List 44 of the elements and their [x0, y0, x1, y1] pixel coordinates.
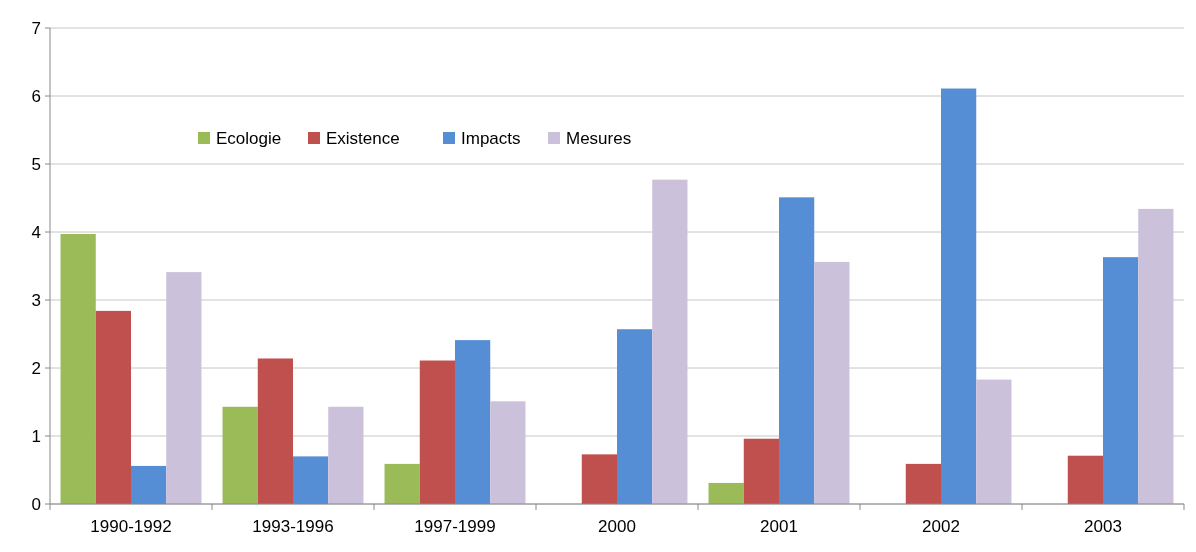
bar — [814, 261, 850, 504]
bar — [708, 482, 744, 504]
x-tick-label: 2003 — [1084, 517, 1122, 536]
bar — [1103, 257, 1139, 504]
bar — [941, 88, 977, 504]
bar — [384, 463, 420, 504]
y-tick-label: 2 — [31, 358, 41, 378]
bar — [617, 329, 653, 504]
legend-label: Ecologie — [216, 128, 282, 148]
bar — [455, 340, 491, 504]
y-tick-label: 4 — [31, 222, 41, 242]
x-tick-label: 1990-1992 — [90, 517, 172, 536]
legend-label: Existence — [326, 128, 400, 148]
bar — [779, 197, 815, 504]
bar — [1138, 208, 1174, 504]
bar — [419, 360, 455, 504]
bar — [581, 454, 617, 504]
x-tick-label: 2002 — [922, 517, 960, 536]
bar — [1067, 455, 1103, 504]
x-tick-label: 1997-1999 — [414, 517, 496, 536]
bar — [743, 438, 779, 504]
bar — [905, 463, 941, 504]
y-tick-label: 0 — [31, 494, 41, 514]
bar — [166, 272, 202, 504]
y-tick-label: 6 — [31, 86, 41, 106]
bar — [95, 310, 131, 504]
y-tick-label: 1 — [31, 426, 41, 446]
y-tick-label: 7 — [31, 18, 41, 38]
x-tick-label: 2001 — [760, 517, 798, 536]
legend-label: Mesures — [566, 128, 632, 148]
bar — [293, 456, 329, 504]
x-tick-label: 2000 — [598, 517, 636, 536]
bar — [976, 379, 1012, 504]
bar — [652, 179, 688, 504]
bar — [490, 401, 526, 504]
y-tick-label: 3 — [31, 290, 41, 310]
x-tick-label: 1993-1996 — [252, 517, 334, 536]
bar — [131, 465, 167, 504]
bar — [328, 406, 364, 504]
bar — [60, 234, 96, 504]
y-tick-label: 5 — [31, 154, 41, 174]
bar — [257, 358, 293, 504]
legend-label: Impacts — [461, 128, 521, 148]
bar — [222, 406, 258, 504]
